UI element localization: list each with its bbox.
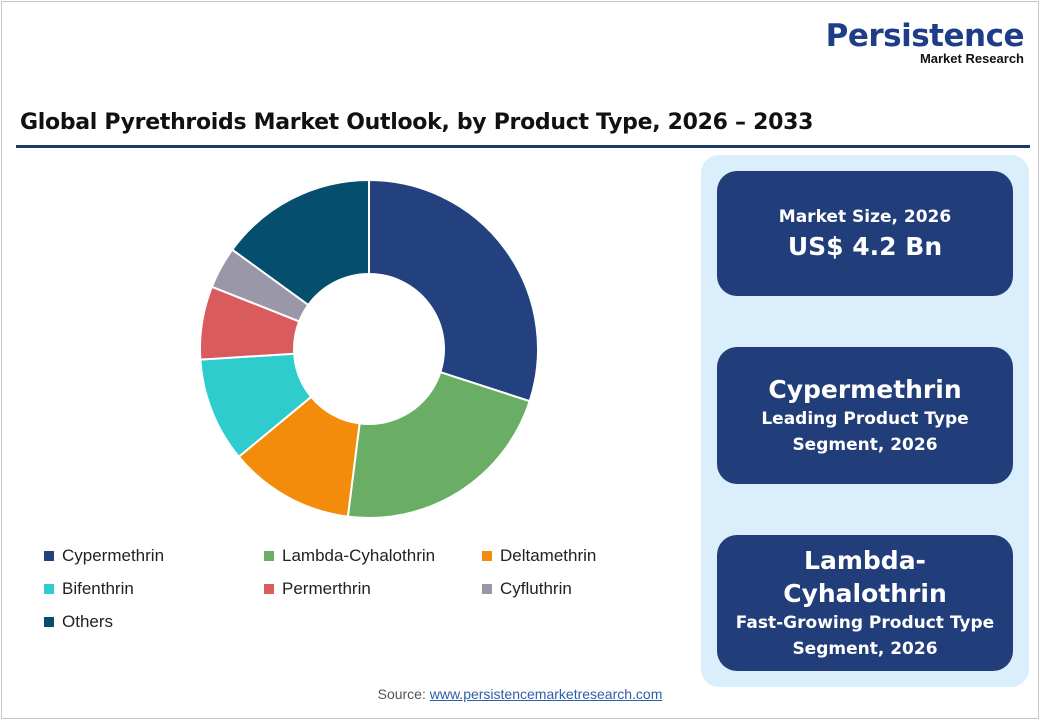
title-rule: [16, 145, 1030, 148]
card-value: Cypermethrin: [768, 375, 962, 404]
legend-label: Permerthrin: [282, 578, 371, 598]
legend-label: Others: [62, 611, 114, 631]
legend-label: Deltamethrin: [500, 545, 597, 565]
source-label: Source:: [377, 686, 426, 702]
chart-title: Global Pyrethroids Market Outlook, by Pr…: [20, 110, 814, 135]
card-value: Lambda-: [804, 546, 926, 575]
legend-swatch: [482, 550, 492, 561]
slice-lambda-cyhalothrin: [346, 370, 531, 519]
card-label: Segment, 2026: [792, 435, 938, 455]
legend-label: Cyfluthrin: [500, 578, 572, 598]
legend-item: Deltamethrin: [482, 545, 662, 566]
card-label: Segment, 2026: [792, 639, 938, 659]
logo: Persistence Market Research: [825, 18, 1025, 66]
leading-segment-card: Cypermethrin Leading Product Type Segmen…: [717, 347, 1013, 484]
legend: Cypermethrin Lambda-Cyhalothrin Deltamethr…: [44, 545, 664, 632]
legend-label: Cypermethrin: [62, 545, 165, 565]
legend-item: Permerthrin: [264, 578, 482, 599]
fast-growing-card: Lambda- Cyhalothrin Fast-Growing Product…: [717, 535, 1013, 671]
legend-label: Lambda-Cyhalothrin: [282, 545, 436, 565]
slice-others: [230, 178, 370, 307]
card-label: Leading Product Type: [761, 409, 969, 429]
legend-swatch: [44, 550, 54, 561]
legend-item: Cyfluthrin: [482, 578, 662, 599]
card-label: Market Size, 2026: [778, 207, 952, 227]
slice-cypermethrin: [368, 178, 539, 403]
logo-line1: Persistence: [825, 18, 1025, 54]
legend-label: Bifenthrin: [62, 578, 134, 598]
legend-item: Bifenthrin: [44, 578, 264, 599]
legend-swatch: [264, 550, 274, 561]
legend-swatch: [264, 583, 274, 594]
source: Source: www.persistencemarketresearch.co…: [0, 686, 1040, 702]
card-value: Cyhalothrin: [783, 579, 947, 608]
card-value: US$ 4.2 Bn: [787, 232, 943, 261]
logo-line2: Market Research: [919, 51, 1024, 66]
legend-swatch: [44, 583, 54, 594]
legend-swatch: [482, 583, 492, 594]
donut-chart: [199, 178, 539, 519]
card-label: Fast-Growing Product Type: [735, 613, 995, 633]
legend-item: Others: [44, 611, 264, 632]
legend-item: Cypermethrin: [44, 545, 264, 566]
market-size-card: Market Size, 2026 US$ 4.2 Bn: [717, 171, 1013, 296]
source-link[interactable]: www.persistencemarketresearch.com: [429, 686, 663, 702]
legend-swatch: [44, 616, 54, 627]
legend-item: Lambda-Cyhalothrin: [264, 545, 482, 566]
